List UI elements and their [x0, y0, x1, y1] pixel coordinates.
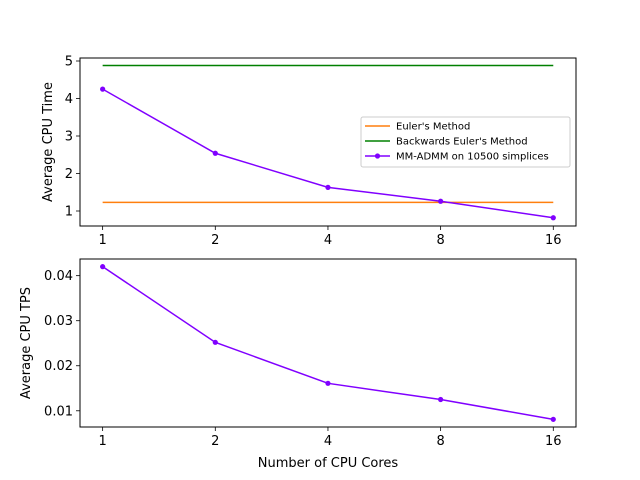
legend: Euler's Method Backwards Euler's Method MM… [360, 116, 571, 168]
top-y-tick-label: 1 [65, 205, 73, 220]
top-x-tick-label: 16 [545, 233, 562, 248]
top-y-tick-label: 5 [65, 55, 73, 70]
bottom-x-tick-label: 8 [436, 434, 444, 449]
top-y-tick-label: 4 [65, 92, 73, 107]
legend-label-1: Backwards Euler's Method [396, 137, 528, 148]
top-y-axis-label: Average CPU Time [41, 82, 56, 202]
top-data-point [100, 86, 106, 92]
bottom-data-point [325, 380, 331, 386]
bottom-x-tick-label: 1 [98, 434, 106, 449]
top-x-tick-label: 4 [324, 233, 332, 248]
bottom-data-point [438, 396, 444, 403]
bottom-y-tick-label: 0.03 [44, 314, 73, 329]
bottom-subplot: 1 2 4 8 16 0.010.020.030.04 Average CPU TPS … [19, 258, 577, 471]
top-x-tick-label: 2 [211, 233, 219, 248]
bottom-plot-area [100, 264, 556, 422]
top-subplot: 1 2 4 8 16 1 2 3 4 5 Average CPU Time Euler's Me… [41, 55, 577, 248]
bottom-x-tick-label: 2 [211, 434, 219, 449]
bottom-data-point [212, 339, 218, 345]
top-plot-area [100, 64, 556, 221]
legend-marker-2 [374, 153, 381, 159]
bottom-data-point [550, 416, 556, 422]
top-data-point [550, 215, 556, 221]
top-y-tick-label: 3 [65, 130, 73, 145]
bottom-x-tick-label: 4 [324, 434, 332, 449]
top-x-tick-label: 8 [436, 233, 444, 248]
top-data-point [212, 150, 218, 156]
top-data-point [325, 184, 331, 190]
top-data-point [438, 198, 444, 204]
bottom-x-tick-label: 16 [545, 434, 562, 449]
bottom-data-point [100, 264, 106, 270]
legend-label-0: Euler's Method [396, 122, 470, 133]
legend-box [360, 116, 571, 168]
top-x-tick-label: 1 [98, 233, 106, 248]
top-y-tick-label: 2 [65, 167, 73, 182]
bottom-x-axis-label: Number of CPU Cores [258, 456, 399, 471]
bottom-y-tick-label: 0.02 [44, 359, 73, 374]
bottom-y-axis-label: Average CPU TPS [19, 287, 34, 399]
bottom-y-tick-label: 0.01 [44, 404, 73, 419]
bottom-y-tick-label: 0.04 [44, 269, 73, 284]
legend-label-2: MM-ADMM on 10500 simplices [396, 152, 549, 163]
